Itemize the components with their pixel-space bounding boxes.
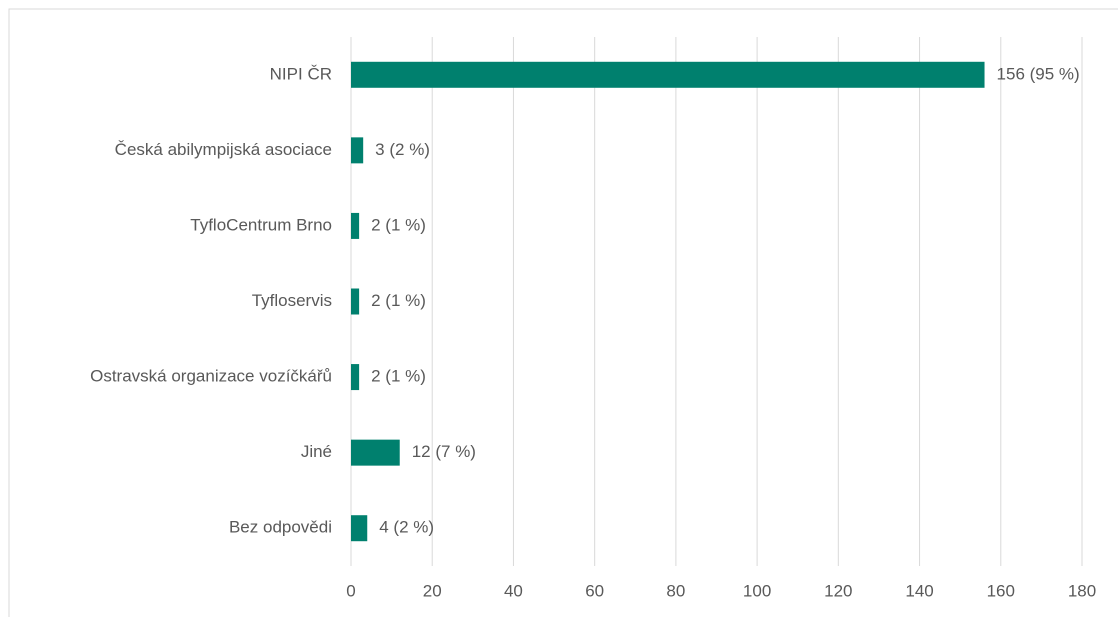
y-tick-label: Česká abilympijská asociace — [115, 140, 332, 159]
y-tick-label: TyfloCentrum Brno — [190, 215, 332, 234]
x-tick-label: 100 — [743, 581, 771, 600]
y-tick-label: Tyfloservis — [252, 291, 332, 310]
bar — [351, 61, 985, 88]
x-tick-label: 80 — [666, 581, 685, 600]
y-tick-label: Ostravská organizace vozíčkářů — [90, 367, 332, 386]
x-tick-label: 120 — [824, 581, 852, 600]
bar — [351, 212, 360, 239]
x-tick-label: 140 — [905, 581, 933, 600]
bar — [351, 137, 364, 164]
bar — [351, 364, 360, 391]
y-tick-label: Bez odpovědi — [229, 518, 332, 537]
bar — [351, 515, 368, 542]
x-tick-label: 20 — [423, 581, 442, 600]
value-label: 2 (1 %) — [371, 215, 426, 234]
x-tick-label: 0 — [346, 581, 355, 600]
value-label: 3 (2 %) — [375, 140, 430, 159]
x-tick-label: 160 — [987, 581, 1015, 600]
bar — [351, 439, 400, 466]
y-tick-label: NIPI ČR — [270, 64, 332, 83]
value-label: 2 (1 %) — [371, 367, 426, 386]
value-label: 12 (7 %) — [412, 442, 476, 461]
x-tick-label: 180 — [1068, 581, 1096, 600]
bar — [351, 288, 360, 315]
value-label: 156 (95 %) — [997, 64, 1080, 83]
x-tick-label: 40 — [504, 581, 523, 600]
chart-frame — [8, 8, 1118, 617]
value-label: 2 (1 %) — [371, 291, 426, 310]
x-tick-label: 60 — [585, 581, 604, 600]
value-label: 4 (2 %) — [379, 518, 434, 537]
y-tick-label: Jiné — [301, 442, 332, 461]
